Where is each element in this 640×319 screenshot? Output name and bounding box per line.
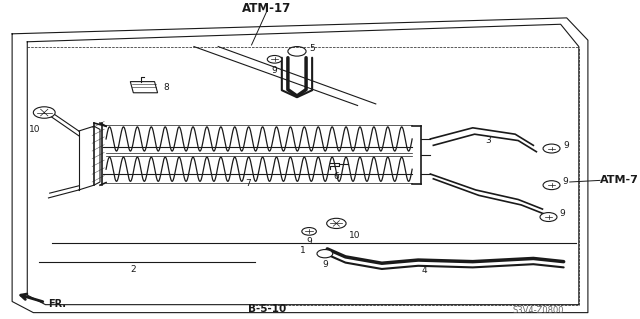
Circle shape xyxy=(317,249,333,258)
Text: 6: 6 xyxy=(333,172,339,181)
Circle shape xyxy=(540,212,557,221)
Text: 10: 10 xyxy=(349,231,360,241)
Text: 2: 2 xyxy=(131,265,136,274)
Text: B-5-10: B-5-10 xyxy=(248,304,286,315)
Text: 9: 9 xyxy=(564,141,570,150)
Text: 9: 9 xyxy=(322,260,328,269)
Circle shape xyxy=(302,227,316,235)
Text: 9: 9 xyxy=(563,177,568,187)
Text: 9: 9 xyxy=(272,66,277,75)
Text: 5: 5 xyxy=(309,44,315,53)
Text: 1: 1 xyxy=(300,246,306,255)
Text: ATM-17: ATM-17 xyxy=(242,2,291,15)
Text: S3V4-Z0800: S3V4-Z0800 xyxy=(512,306,564,315)
Text: 3: 3 xyxy=(485,136,491,145)
Text: 8: 8 xyxy=(164,83,170,92)
Circle shape xyxy=(326,218,346,228)
Text: 10: 10 xyxy=(29,125,41,134)
Circle shape xyxy=(543,181,560,189)
Text: 4: 4 xyxy=(422,266,427,275)
Circle shape xyxy=(268,56,282,63)
Circle shape xyxy=(543,144,560,153)
Text: 7: 7 xyxy=(246,179,252,188)
Text: ATM-7: ATM-7 xyxy=(600,175,639,185)
Circle shape xyxy=(33,107,55,118)
Text: 9: 9 xyxy=(306,237,312,247)
Text: FR.: FR. xyxy=(49,299,67,309)
Text: 9: 9 xyxy=(559,209,565,218)
